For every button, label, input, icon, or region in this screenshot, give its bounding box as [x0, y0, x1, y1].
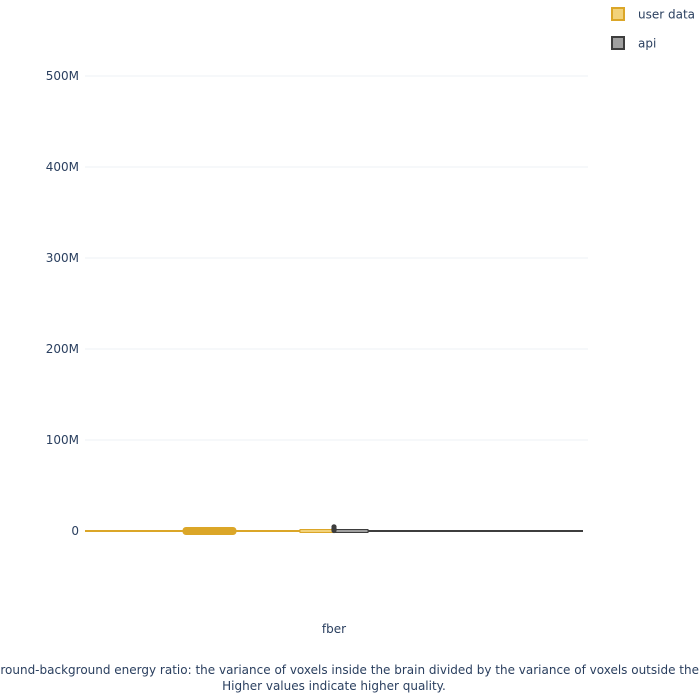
- y-tick-label: 200M: [46, 342, 79, 356]
- caption-line-1: FBER: foreground-background energy ratio…: [0, 663, 700, 677]
- user-data-box: [182, 527, 237, 535]
- y-tick-label: 500M: [46, 69, 79, 83]
- legend[interactable]: user data api: [611, 7, 695, 51]
- y-tick-label: 0: [71, 524, 79, 538]
- caption-line-2: Higher values indicate higher quality.: [222, 679, 446, 693]
- y-tick-label: 300M: [46, 251, 79, 265]
- legend-item-api[interactable]: api: [611, 36, 656, 51]
- gridlines: [85, 75, 588, 441]
- y-axis-tick-labels: 0 100M 200M 300M 400M 500M: [46, 69, 79, 538]
- y-tick-label: 400M: [46, 160, 79, 174]
- legend-item-user-data[interactable]: user data: [611, 7, 695, 22]
- box-traces: [85, 524, 583, 535]
- legend-label: user data: [638, 8, 695, 22]
- user-data-box-inner: [299, 529, 335, 533]
- legend-label: api: [638, 37, 656, 51]
- legend-swatch: [611, 36, 625, 50]
- legend-swatch: [611, 7, 625, 21]
- x-axis-label: fber: [322, 622, 346, 636]
- y-tick-label: 100M: [46, 433, 79, 447]
- api-box: [333, 529, 369, 533]
- api-point: [331, 524, 337, 530]
